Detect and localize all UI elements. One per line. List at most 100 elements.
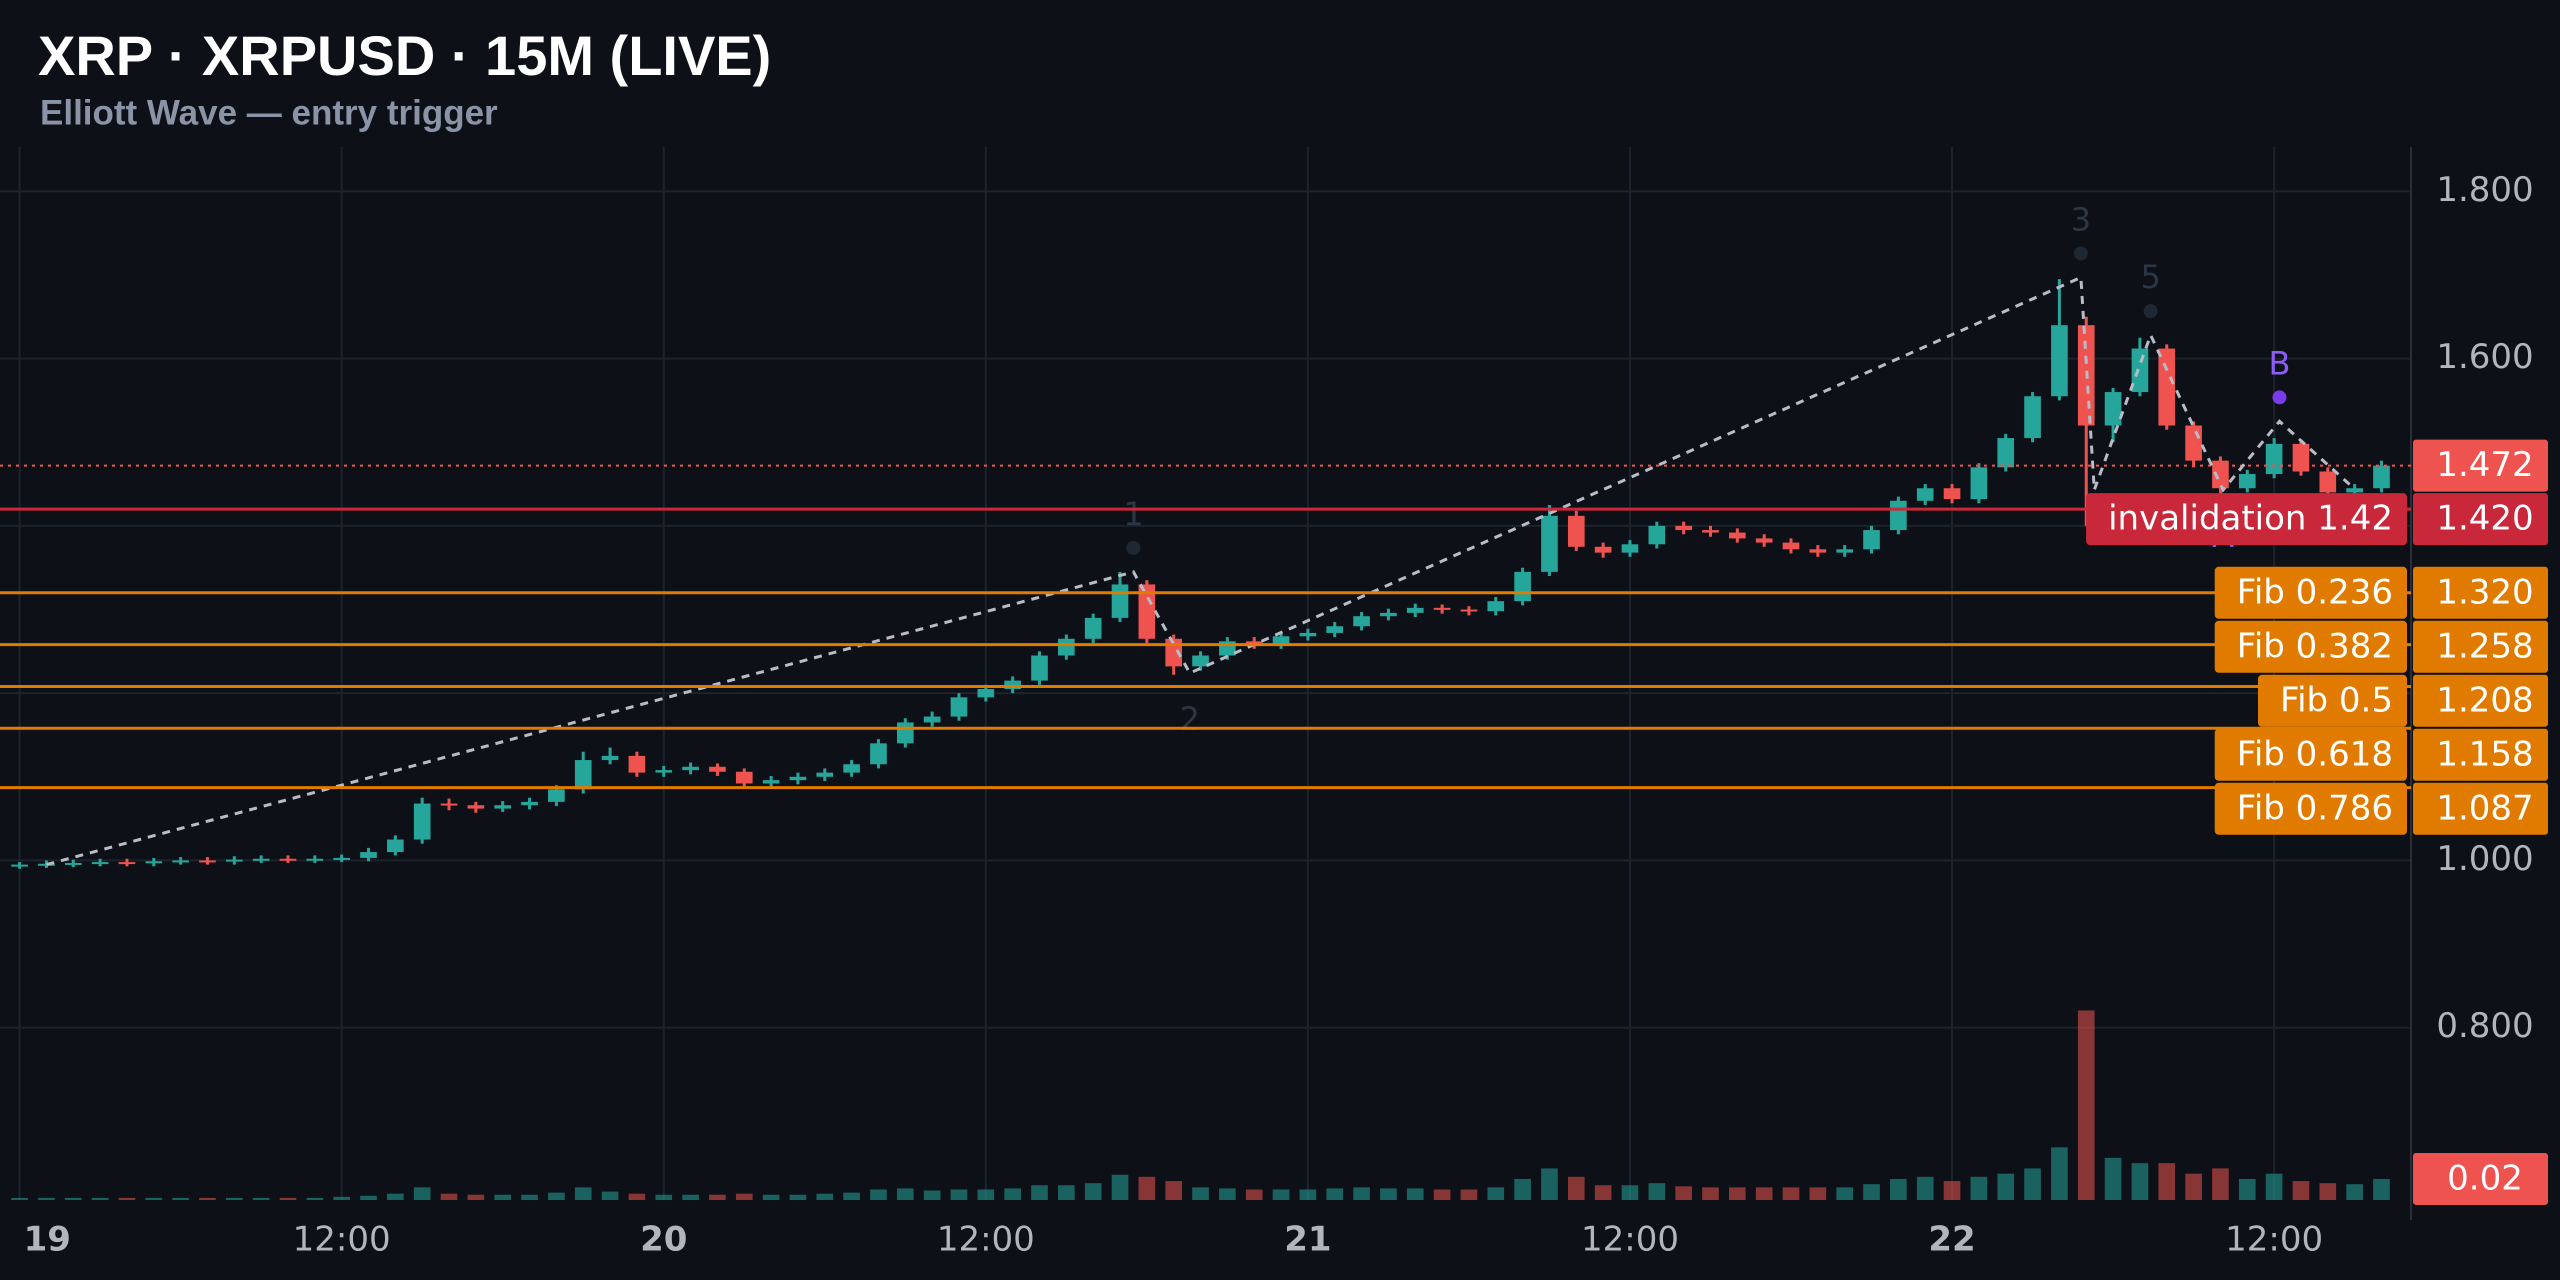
- axis-tag: [2413, 782, 2548, 835]
- candle-body: [896, 722, 914, 744]
- volume-bar: [762, 1194, 780, 1200]
- volume-bar: [440, 1193, 458, 1200]
- candle-body: [1460, 609, 1478, 612]
- volume-bar: [199, 1197, 216, 1200]
- volume-bar: [1138, 1176, 1156, 1200]
- volume-bar: [1460, 1189, 1478, 1200]
- volume-bar: [548, 1192, 565, 1200]
- volume-bar: [2319, 1183, 2337, 1200]
- candle-body: [1111, 584, 1129, 618]
- volume-bar: [896, 1188, 914, 1200]
- volume-bar: [1031, 1185, 1048, 1200]
- candle-body: [682, 766, 699, 771]
- volume-bar: [1541, 1168, 1558, 1200]
- volume-bar: [2238, 1178, 2256, 1200]
- volume-bar: [467, 1194, 485, 1200]
- volume-bar: [1111, 1174, 1129, 1200]
- volume-bar: [843, 1192, 860, 1200]
- level-label: Fib 0.786: [2237, 788, 2393, 828]
- candle-body: [1272, 636, 1290, 645]
- candle-body: [1675, 525, 1692, 531]
- candle-body: [923, 716, 941, 723]
- candle-body: [199, 860, 216, 863]
- level-label: Fib 0.382: [2237, 626, 2393, 666]
- x-tick-label: 21: [1284, 1220, 1331, 1260]
- level-label-box: [2214, 728, 2407, 781]
- volume-bar: [1299, 1189, 1317, 1200]
- candle-body: [950, 697, 968, 717]
- candle-body: [2158, 348, 2176, 426]
- level-label: Fib 0.236: [2237, 572, 2393, 612]
- candle-body: [1594, 546, 1612, 553]
- volume-bar: [1809, 1187, 1827, 1200]
- candle-body: [64, 862, 82, 865]
- candle-body: [789, 776, 807, 781]
- volume-bar: [172, 1197, 189, 1200]
- volume-bar: [682, 1194, 699, 1200]
- volume-bar: [1755, 1187, 1773, 1200]
- candle-body: [1970, 467, 1988, 500]
- candle-body: [38, 863, 55, 866]
- candle-body: [1567, 515, 1585, 547]
- candle-body: [1380, 612, 1397, 617]
- candle-body: [735, 771, 753, 784]
- volume-bar: [1004, 1188, 1021, 1200]
- volume-bar: [1433, 1189, 1451, 1200]
- candle-body: [2131, 348, 2149, 393]
- candle-body: [11, 864, 28, 867]
- volume-bar: [923, 1190, 941, 1200]
- candle-body: [1031, 655, 1048, 681]
- y-tick-label: 1.000: [2436, 839, 2533, 879]
- x-tick-label: 22: [1928, 1220, 1975, 1260]
- candle-body: [816, 772, 834, 777]
- volume-bar: [2051, 1147, 2068, 1200]
- candle-body: [1138, 584, 1156, 639]
- volume-bar: [2185, 1173, 2202, 1200]
- x-tick-label: 12:00: [937, 1220, 1035, 1260]
- axis-tag-label: 1.472: [2436, 445, 2533, 485]
- volume-bar: [1192, 1187, 1209, 1200]
- volume-bar: [1326, 1188, 1344, 1200]
- volume-bar: [977, 1189, 995, 1200]
- candle-body: [1997, 438, 2015, 468]
- candle-body: [252, 858, 270, 861]
- volume-bar: [1648, 1183, 1666, 1200]
- volume-bar: [38, 1197, 55, 1200]
- candle-body: [655, 770, 673, 773]
- y-tick-label: 0.800: [2436, 1006, 2533, 1046]
- volume-bar: [11, 1197, 28, 1200]
- candle-body: [1621, 544, 1639, 553]
- volume-bar: [360, 1195, 377, 1200]
- volume-bar: [1621, 1185, 1639, 1200]
- candle-body: [1702, 530, 1719, 533]
- candle-body: [1058, 638, 1075, 656]
- volume-bar: [1997, 1173, 2015, 1200]
- level-label: invalidation 1.42: [2108, 499, 2393, 539]
- candle-body: [548, 789, 565, 802]
- volume-bar: [1487, 1187, 1505, 1200]
- volume-bar: [1514, 1178, 1531, 1200]
- volume-bar: [2373, 1178, 2390, 1200]
- volume-bar: [521, 1194, 538, 1200]
- volume-bar: [1702, 1187, 1719, 1200]
- candle-body: [1487, 601, 1505, 612]
- level-label-box: [2258, 674, 2407, 727]
- volume-bar: [1380, 1188, 1397, 1200]
- candle-body: [521, 801, 538, 806]
- volume-bar: [1272, 1189, 1290, 1200]
- volume-bar: [2346, 1184, 2363, 1200]
- volume-bar: [1890, 1178, 1907, 1200]
- wave-label: 2: [1180, 700, 1200, 738]
- axis-tag: [2413, 439, 2548, 492]
- volume-tag-label: 0.02: [2447, 1158, 2523, 1198]
- candle-body: [1004, 680, 1021, 689]
- volume-bar: [2024, 1168, 2041, 1200]
- wave-label: 5: [2140, 258, 2160, 296]
- axis-tag-label: 1.158: [2436, 734, 2533, 774]
- volume-bar: [655, 1194, 673, 1200]
- volume-bar: [1219, 1188, 1236, 1200]
- volume-bar: [252, 1197, 270, 1200]
- candle-body: [709, 766, 726, 772]
- chart-subtitle: Elliott Wave — entry trigger: [40, 93, 498, 132]
- volume-bar: [118, 1197, 136, 1200]
